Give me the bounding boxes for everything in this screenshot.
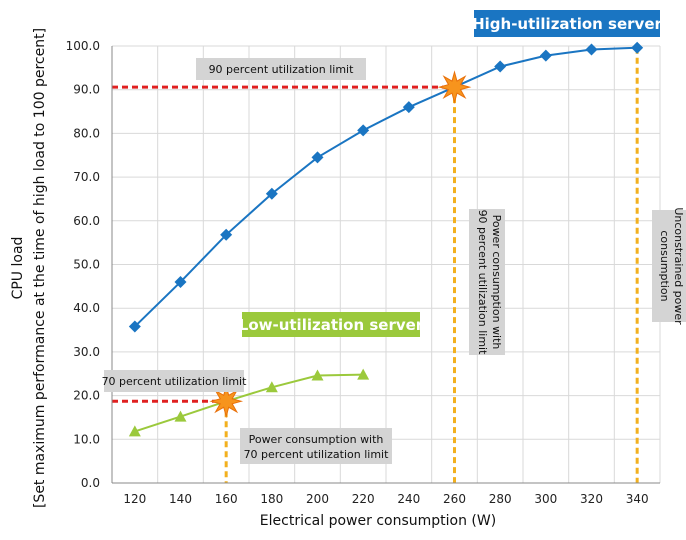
power-note-70-line2: 70 percent utilization limit xyxy=(244,448,390,461)
y-tick-label: 60.0 xyxy=(73,214,100,228)
y-tick-label: 50.0 xyxy=(73,258,100,272)
y-axis-title-line1: CPU load xyxy=(10,237,26,300)
y-tick-label: 30.0 xyxy=(73,345,100,359)
data-point xyxy=(631,41,644,54)
low-utilization-label: Low-utilization server xyxy=(239,316,424,334)
axes: 0.0 10.0 20.0 30.0 40.0 50.0 60.0 70.0 80.0 90.0 1… xyxy=(66,39,660,506)
x-tick-label: 320 xyxy=(580,492,603,506)
limit-note-70: 70 percent utilization limit xyxy=(102,375,248,388)
data-point xyxy=(174,275,187,288)
data-point xyxy=(494,60,507,73)
data-point xyxy=(402,101,415,114)
x-tick-label: 180 xyxy=(260,492,283,506)
note-box xyxy=(104,370,244,392)
data-point xyxy=(357,368,370,380)
x-axis-title: Electrical power consumption (W) xyxy=(260,513,496,529)
y-tick-label: 90.0 xyxy=(73,83,100,97)
data-point xyxy=(128,320,141,333)
data-point xyxy=(128,425,141,437)
data-point xyxy=(311,369,324,381)
y-tick-label: 40.0 xyxy=(73,301,100,315)
y-tick-label: 100.0 xyxy=(66,39,100,53)
y-axis-title-line2: [Set maximum performance at the time of … xyxy=(32,28,48,508)
highlight-star xyxy=(437,70,472,104)
x-tick-label: 200 xyxy=(306,492,329,506)
annotations: High-utilization server Low-utilization s… xyxy=(102,10,686,464)
x-tick-label: 240 xyxy=(397,492,420,506)
unconstrained-note-line1: Unconstrained power xyxy=(672,207,685,325)
y-tick-label: 70.0 xyxy=(73,170,100,184)
data-point xyxy=(220,228,233,241)
x-tick-label: 300 xyxy=(534,492,557,506)
data-point xyxy=(539,49,552,62)
high-utilization-badge xyxy=(474,10,660,37)
data-point xyxy=(585,43,598,56)
x-tick-label: 260 xyxy=(443,492,466,506)
note-box xyxy=(196,58,366,80)
high-utilization-label: High-utilization server xyxy=(472,15,662,33)
note-box xyxy=(469,209,505,355)
unconstrained-note-line2: consumption xyxy=(658,230,671,301)
y-tick-label: 20.0 xyxy=(73,389,100,403)
power-note-90-line1: Power consumption with xyxy=(490,215,503,350)
x-tick-label: 120 xyxy=(123,492,146,506)
x-tick-label: 340 xyxy=(626,492,649,506)
data-point xyxy=(174,410,187,422)
series-line xyxy=(134,373,364,433)
limit-note-90: 90 percent utilization limit xyxy=(209,63,355,76)
y-tick-label: 80.0 xyxy=(73,126,100,140)
data-point xyxy=(357,124,370,137)
grid xyxy=(111,45,661,484)
series xyxy=(128,41,644,437)
note-box xyxy=(240,428,392,464)
data-point xyxy=(311,151,324,164)
data-point xyxy=(265,381,278,393)
highlight-star xyxy=(209,384,244,419)
power-note-90-line2: 90 percent utilization limit xyxy=(476,210,489,356)
x-tick-label: 280 xyxy=(489,492,512,506)
x-tick-label: 140 xyxy=(169,492,192,506)
reference-lines xyxy=(112,47,639,483)
low-utilization-badge xyxy=(242,312,420,337)
x-tick-label: 160 xyxy=(215,492,238,506)
y-tick-label: 10.0 xyxy=(73,432,100,446)
data-point xyxy=(265,187,278,200)
note-box xyxy=(652,210,686,322)
series-line xyxy=(134,46,638,328)
x-tick-label: 220 xyxy=(352,492,375,506)
power-note-70-line1: Power consumption with xyxy=(249,433,384,446)
y-tick-label: 0.0 xyxy=(81,476,100,490)
